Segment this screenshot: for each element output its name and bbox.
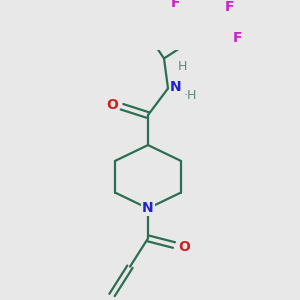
Text: ·H: ·H [183,88,197,102]
Text: N: N [142,201,154,215]
Text: N: N [170,80,182,94]
Text: O: O [106,98,118,112]
Text: F: F [225,0,235,14]
Text: O: O [178,240,190,254]
Text: F: F [233,32,243,46]
Text: F: F [171,0,181,11]
Text: H: H [177,60,187,73]
